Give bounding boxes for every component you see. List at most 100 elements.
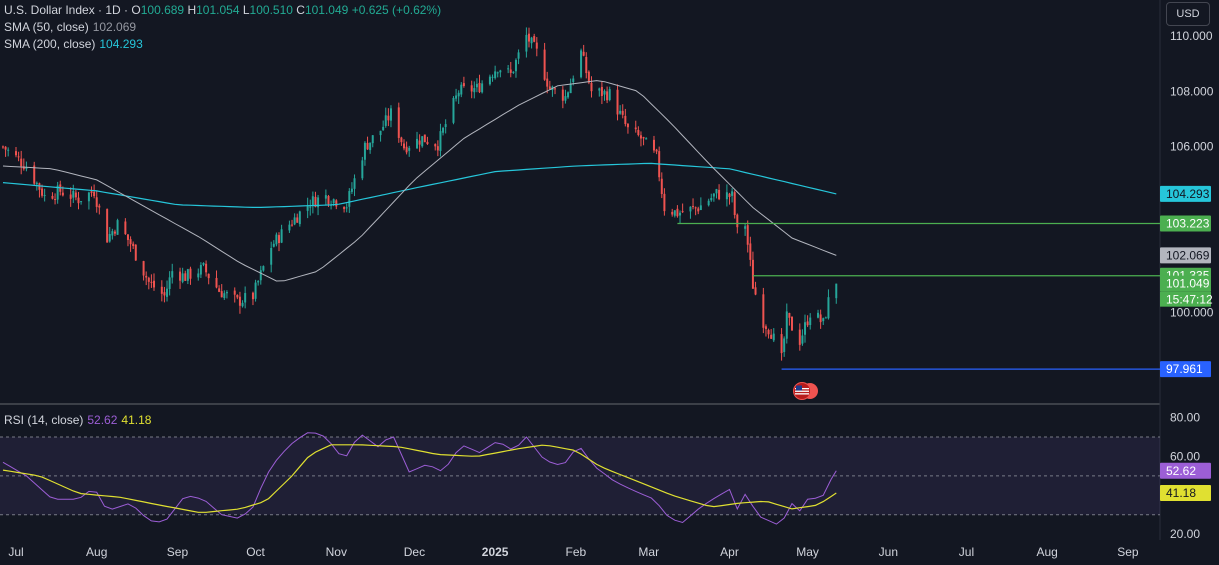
- candle-body: [749, 243, 752, 260]
- candle-body: [436, 146, 439, 151]
- candle-body: [798, 329, 801, 345]
- candle-body: [171, 271, 174, 278]
- time-tick-label: Apr: [720, 545, 739, 559]
- candle-body: [184, 273, 187, 281]
- sma50-legend[interactable]: SMA (50, close) 102.069: [4, 20, 136, 34]
- candle-body: [54, 199, 57, 201]
- candle-body: [660, 178, 663, 194]
- candle-body: [681, 211, 684, 213]
- sma200-legend[interactable]: SMA (200, close) 104.293: [4, 37, 143, 51]
- candle-body: [606, 91, 609, 101]
- candle-body: [634, 127, 637, 130]
- time-tick-label: Nov: [326, 545, 347, 559]
- candle-body: [80, 201, 83, 203]
- candle-body: [772, 333, 775, 341]
- candle-body: [692, 205, 695, 207]
- candle-body: [491, 76, 494, 78]
- candle-body: [389, 108, 392, 121]
- price-label: 101.049: [1166, 277, 1210, 291]
- time-tick-label: 2025: [482, 545, 509, 559]
- candle-body: [218, 288, 221, 292]
- candle-body: [616, 89, 619, 115]
- candle-body: [189, 268, 192, 279]
- candle-body: [69, 194, 72, 199]
- sma200-line: [2, 162, 837, 208]
- sma200-label: SMA (200, close): [4, 37, 96, 51]
- candle-body: [671, 211, 674, 215]
- candle-body: [223, 293, 226, 299]
- candle-body: [535, 42, 538, 49]
- candle-body: [4, 146, 7, 150]
- candle-body: [421, 136, 424, 147]
- us-flag-event-icon[interactable]: [792, 382, 820, 400]
- rsi-label: RSI (14, close): [4, 413, 84, 427]
- candle-body: [715, 189, 718, 194]
- candle-body: [546, 78, 549, 87]
- candle-body: [736, 214, 739, 228]
- price-label: 97.961: [1166, 362, 1203, 376]
- candle-body: [278, 235, 281, 243]
- price-label-box: [1160, 275, 1211, 292]
- candle-body: [205, 263, 208, 273]
- price-label: 102.069: [1166, 248, 1210, 262]
- candle-body: [676, 208, 679, 217]
- candle-body: [254, 282, 257, 299]
- time-tick-label: Jun: [879, 545, 898, 559]
- rsi-tick-label: 80.00: [1170, 411, 1200, 425]
- candle-body: [51, 195, 54, 199]
- currency-button[interactable]: USD: [1166, 2, 1210, 26]
- close-value: 101.049: [304, 3, 349, 17]
- candle-body: [817, 312, 820, 318]
- candle-body: [405, 146, 408, 153]
- candle-body: [314, 196, 317, 207]
- price-label-box: [1160, 361, 1211, 378]
- rsi-legend[interactable]: RSI (14, close) 52.62 41.18: [4, 413, 151, 427]
- candle-body: [257, 281, 260, 283]
- candle-body: [561, 89, 564, 101]
- candle-body: [569, 83, 572, 94]
- candle-body: [442, 127, 445, 133]
- candle-body: [111, 231, 114, 236]
- candle-body: [134, 244, 137, 261]
- candle-body: [517, 52, 520, 59]
- time-tick-label: Sep: [1117, 545, 1139, 559]
- candle-body: [822, 318, 825, 322]
- candle-body: [762, 294, 765, 328]
- candle-body: [366, 142, 369, 150]
- candle-body: [637, 129, 640, 136]
- candle-body: [699, 205, 702, 211]
- candle-body: [603, 90, 606, 95]
- candle-body: [244, 293, 247, 303]
- candle-body: [655, 149, 658, 152]
- candle-body: [801, 335, 804, 344]
- candle-body: [710, 197, 713, 201]
- candle-body: [348, 191, 351, 207]
- time-tick-label: Aug: [1037, 545, 1058, 559]
- candle-body: [142, 261, 145, 276]
- candle-body: [806, 321, 809, 326]
- countdown-box: [1160, 291, 1211, 307]
- candle-body: [525, 34, 528, 52]
- candle-body: [572, 78, 575, 83]
- candle-body: [835, 283, 838, 299]
- candle-body: [804, 322, 807, 335]
- price-tick-label: 106.000: [1170, 140, 1214, 154]
- candle-body: [43, 195, 46, 197]
- candle-body: [272, 243, 275, 247]
- candle-body: [291, 224, 294, 226]
- candle-body: [514, 59, 517, 72]
- candle-body: [689, 206, 692, 212]
- candle-body: [181, 273, 184, 282]
- candle-body: [220, 291, 223, 298]
- candle-body: [296, 217, 299, 223]
- candle-body: [22, 166, 25, 170]
- candle-body: [259, 270, 262, 281]
- symbol-title: U.S. Dollar Index · 1D ·: [4, 3, 132, 17]
- candle-body: [587, 71, 590, 83]
- time-tick-label: Dec: [404, 545, 425, 559]
- candle-body: [731, 191, 734, 196]
- candle-body: [311, 196, 314, 206]
- high-value: 101.054: [196, 3, 240, 17]
- candle-body: [35, 182, 38, 185]
